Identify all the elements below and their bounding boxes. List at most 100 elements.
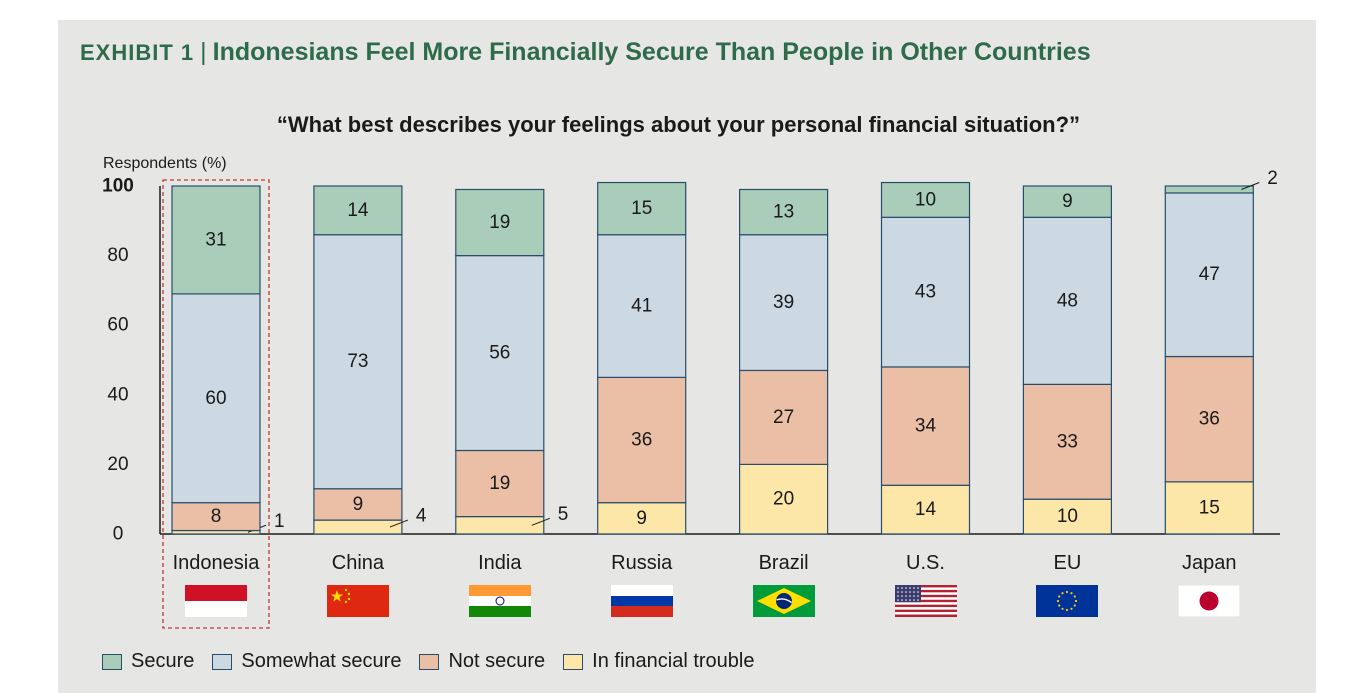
data-label: 20	[773, 489, 794, 510]
exhibit-title: EXHIBIT 1 | Indonesians Feel More Financia…	[80, 38, 1091, 67]
data-label: 48	[1057, 290, 1078, 311]
data-label: 31	[205, 229, 226, 250]
x-tick-label: India	[478, 552, 522, 574]
legend-item-in-financial-trouble: In financial trouble	[563, 650, 755, 673]
data-label: 36	[1199, 409, 1220, 430]
bar-china-not-secure	[313, 488, 403, 521]
japan-flag-icon	[1177, 584, 1241, 618]
callout-line	[389, 519, 409, 528]
legend-item-somewhat-secure: Somewhat secure	[212, 650, 401, 673]
x-tick-label: China	[332, 552, 385, 574]
bar-china-in-financial-trouble	[313, 519, 403, 535]
bar-japan-secure	[1164, 185, 1254, 194]
x-tick-label: Russia	[611, 552, 673, 574]
legend-label: In financial trouble	[592, 650, 755, 672]
data-label: 34	[915, 416, 937, 437]
x-tick-label: EU	[1054, 552, 1082, 574]
bar-russia-not-secure	[597, 376, 687, 504]
data-label: 73	[347, 351, 368, 372]
bar-russia-somewhat-secure	[597, 234, 687, 378]
x-tick-label: Brazil	[759, 552, 809, 574]
data-label: 2	[1267, 168, 1278, 189]
data-label: 9	[1062, 191, 1073, 212]
chart-legend: Secure Somewhat secure Not secure In financ…	[102, 650, 773, 673]
bar-brazil-in-financial-trouble	[738, 463, 829, 535]
brazil-flag-icon	[752, 585, 815, 617]
data-label: 14	[915, 499, 937, 520]
bar-brazil-somewhat-secure	[738, 234, 829, 372]
y-tick-label: 0	[113, 524, 124, 545]
bar-indonesia-somewhat-secure	[171, 293, 261, 504]
data-label: 5	[558, 504, 569, 525]
bar-japan-in-financial-trouble	[1164, 481, 1254, 535]
x-tick-label: Indonesia	[173, 552, 261, 574]
y-tick-label: 60	[107, 315, 128, 336]
bar-china-somewhat-secure	[313, 234, 403, 490]
bar-japan-somewhat-secure	[1164, 192, 1254, 358]
bar-brazil-not-secure	[738, 369, 829, 466]
data-label: 41	[631, 296, 652, 317]
callout-line	[1241, 182, 1260, 190]
y-tick-label: 80	[107, 245, 128, 266]
data-label: 56	[489, 343, 510, 364]
data-label: 19	[489, 212, 510, 233]
bar-indonesia-not-secure	[171, 502, 261, 532]
legend-label: Not secure	[448, 650, 546, 672]
y-tick-label: 20	[107, 454, 128, 475]
data-label: 47	[1199, 264, 1220, 285]
data-label: 10	[915, 189, 936, 210]
callout-line	[531, 517, 550, 526]
russia-flag-icon	[610, 585, 673, 617]
data-label: 19	[489, 473, 510, 494]
chart-title: “What best describes your feelings about…	[276, 112, 1081, 137]
legend-swatch	[563, 653, 584, 670]
bar-eu-in-financial-trouble	[1022, 498, 1113, 535]
data-label: 14	[347, 200, 369, 221]
data-label: 9	[636, 508, 647, 529]
y-tick-label: 40	[107, 384, 128, 405]
bar-indonesia-secure	[171, 185, 261, 295]
bar-india-somewhat-secure	[455, 255, 545, 452]
bar-u-s-in-financial-trouble	[880, 484, 971, 535]
legend-swatch	[212, 653, 233, 670]
us-flag-icon	[894, 585, 957, 617]
legend-swatch	[102, 653, 122, 670]
data-label: 39	[773, 292, 794, 313]
legend-label: Secure	[131, 650, 195, 672]
bar-eu-somewhat-secure	[1022, 216, 1113, 385]
bar-china-secure	[313, 185, 403, 236]
bar-russia-in-financial-trouble	[597, 502, 687, 535]
bar-u-s-secure	[880, 181, 971, 218]
data-label: 27	[773, 407, 794, 428]
bar-u-s-not-secure	[880, 366, 971, 486]
legend-item-secure: Secure	[102, 650, 194, 673]
bar-eu-not-secure	[1022, 383, 1113, 500]
legend-label: Somewhat secure	[241, 650, 402, 672]
bar-india-in-financial-trouble	[455, 515, 545, 535]
x-tick-label: U.S.	[906, 552, 945, 574]
china-flag-icon	[326, 585, 389, 617]
highlight-box	[162, 179, 270, 629]
title-separator: |	[200, 38, 207, 66]
data-label: 36	[631, 430, 652, 451]
data-label: 60	[205, 388, 226, 409]
x-tick-label: Japan	[1182, 552, 1237, 574]
data-label: 43	[915, 282, 936, 303]
bar-japan-not-secure	[1164, 355, 1254, 483]
data-label: 4	[416, 506, 427, 527]
legend-swatch	[419, 653, 440, 670]
bar-russia-secure	[597, 181, 687, 236]
y-axis-label: Respondents (%)	[103, 155, 227, 172]
data-label: 15	[631, 198, 652, 219]
data-label: 15	[1199, 497, 1220, 518]
legend-item-not-secure: Not secure	[419, 650, 545, 673]
data-label: 13	[773, 202, 794, 223]
eu-flag-icon	[1036, 585, 1099, 617]
bar-brazil-secure	[738, 188, 829, 236]
exhibit-label: EXHIBIT 1	[80, 40, 195, 65]
bar-eu-secure	[1022, 185, 1113, 218]
data-label: 1	[274, 511, 285, 532]
bar-india-secure	[455, 188, 545, 257]
data-label: 8	[211, 506, 222, 527]
